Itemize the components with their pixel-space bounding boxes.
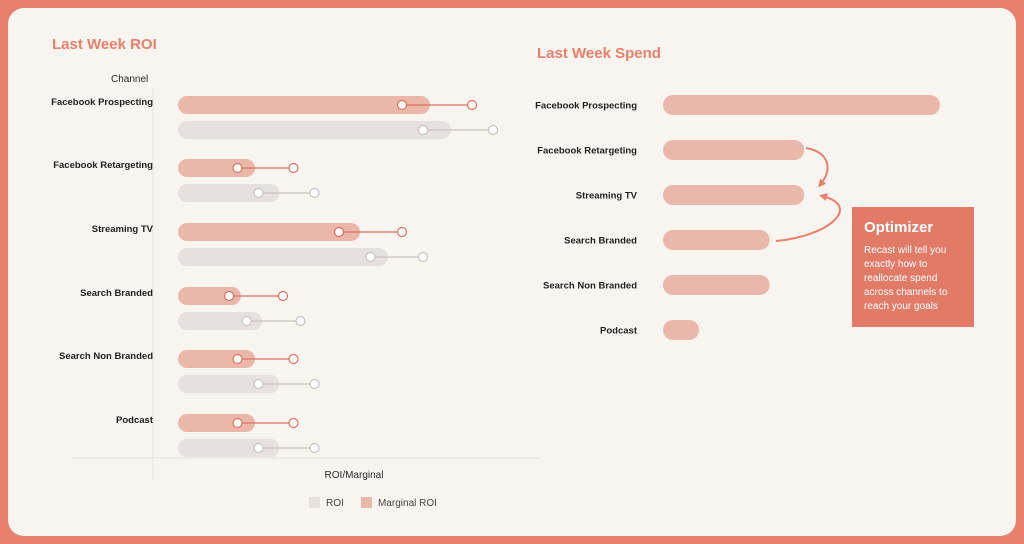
roi-bar-search-branded bbox=[178, 312, 262, 330]
roi-y-axis-label: Channel bbox=[111, 74, 148, 85]
marginal-roi-bar-search-branded bbox=[178, 287, 241, 305]
roi-point-search-branded bbox=[241, 315, 252, 327]
roi-point-podcast bbox=[253, 442, 264, 454]
marginal-roi-point-facebook-retargeting bbox=[232, 162, 243, 174]
roi-category-label-search-non-branded: Search Non Branded bbox=[59, 351, 153, 362]
optimizer-callout: Optimizer Recast will tell you exactly h… bbox=[852, 207, 974, 327]
spend-bar-facebook-prospecting bbox=[663, 95, 940, 115]
roi-upper-facebook-retargeting bbox=[309, 187, 320, 199]
callout-body: Recast will tell you exactly how to real… bbox=[864, 245, 948, 312]
spend-category-label-facebook-retargeting: Facebook Retargeting bbox=[537, 146, 637, 157]
marginal-roi-point-search-non-branded bbox=[232, 353, 243, 365]
roi-point-streaming-tv bbox=[365, 251, 376, 263]
marginal-roi-bar-facebook-prospecting bbox=[178, 96, 430, 114]
roi-upper-search-branded bbox=[295, 315, 306, 327]
roi-bar-facebook-retargeting bbox=[178, 184, 280, 202]
marginal-roi-upper-facebook-prospecting bbox=[466, 99, 478, 111]
marginal-roi-upper-facebook-retargeting bbox=[288, 162, 299, 174]
roi-bar-facebook-prospecting bbox=[178, 121, 451, 139]
spend-bar-search-non-branded bbox=[663, 275, 770, 295]
marginal-roi-point-streaming-tv bbox=[333, 226, 345, 238]
spend-bar-facebook-retargeting bbox=[663, 140, 805, 160]
roi-bar-podcast bbox=[178, 439, 280, 457]
marginal-roi-point-search-branded bbox=[224, 290, 235, 302]
roi-upper-search-non-branded bbox=[309, 378, 320, 390]
callout-title: Optimizer bbox=[864, 219, 934, 236]
spend-bar-streaming-tv bbox=[663, 185, 805, 205]
marginal-roi-upper-streaming-tv bbox=[396, 226, 408, 238]
roi-upper-podcast bbox=[309, 442, 320, 454]
roi-point-search-non-branded bbox=[253, 378, 264, 390]
roi-category-label-podcast: Podcast bbox=[116, 415, 154, 426]
spend-category-label-podcast: Podcast bbox=[600, 326, 638, 337]
roi-upper-streaming-tv bbox=[417, 251, 429, 263]
legend-marginal-swatch bbox=[361, 497, 372, 508]
roi-point-facebook-retargeting bbox=[253, 187, 264, 199]
marginal-roi-bar-streaming-tv bbox=[178, 223, 360, 241]
spend-category-label-streaming-tv: Streaming TV bbox=[576, 191, 638, 202]
marginal-roi-point-podcast bbox=[232, 417, 243, 429]
roi-upper-facebook-prospecting bbox=[487, 124, 499, 136]
roi-chart-title: Last Week ROI bbox=[52, 36, 157, 53]
roi-category-label-facebook-retargeting: Facebook Retargeting bbox=[53, 160, 153, 171]
marginal-roi-upper-podcast bbox=[288, 417, 299, 429]
arrow-branded-to-streaming bbox=[775, 193, 841, 242]
roi-category-label-search-branded: Search Branded bbox=[80, 288, 153, 299]
legend-roi-label: ROI bbox=[326, 498, 344, 509]
spend-chart-title: Last Week Spend bbox=[537, 45, 661, 62]
roi-x-axis-label: ROI/Marginal bbox=[325, 470, 384, 481]
marginal-roi-point-facebook-prospecting bbox=[396, 99, 408, 111]
marginal-roi-upper-search-non-branded bbox=[288, 353, 299, 365]
roi-bar-search-non-branded bbox=[178, 375, 280, 393]
legend-marginal-label: Marginal ROI bbox=[378, 498, 437, 509]
spend-category-label-facebook-prospecting: Facebook Prospecting bbox=[535, 101, 637, 112]
spend-bar-search-branded bbox=[663, 230, 770, 250]
legend-roi-swatch bbox=[309, 497, 320, 508]
spend-bar-podcast bbox=[663, 320, 700, 340]
spend-category-label-search-branded: Search Branded bbox=[564, 236, 637, 247]
roi-category-label-streaming-tv: Streaming TV bbox=[92, 224, 154, 235]
spend-category-label-search-non-branded: Search Non Branded bbox=[543, 281, 637, 292]
roi-point-facebook-prospecting bbox=[417, 124, 429, 136]
marginal-roi-upper-search-branded bbox=[277, 290, 289, 302]
arrow-retargeting-to-streaming bbox=[805, 147, 829, 188]
roi-bar-streaming-tv bbox=[178, 248, 388, 266]
roi-category-label-facebook-prospecting: Facebook Prospecting bbox=[51, 97, 153, 108]
